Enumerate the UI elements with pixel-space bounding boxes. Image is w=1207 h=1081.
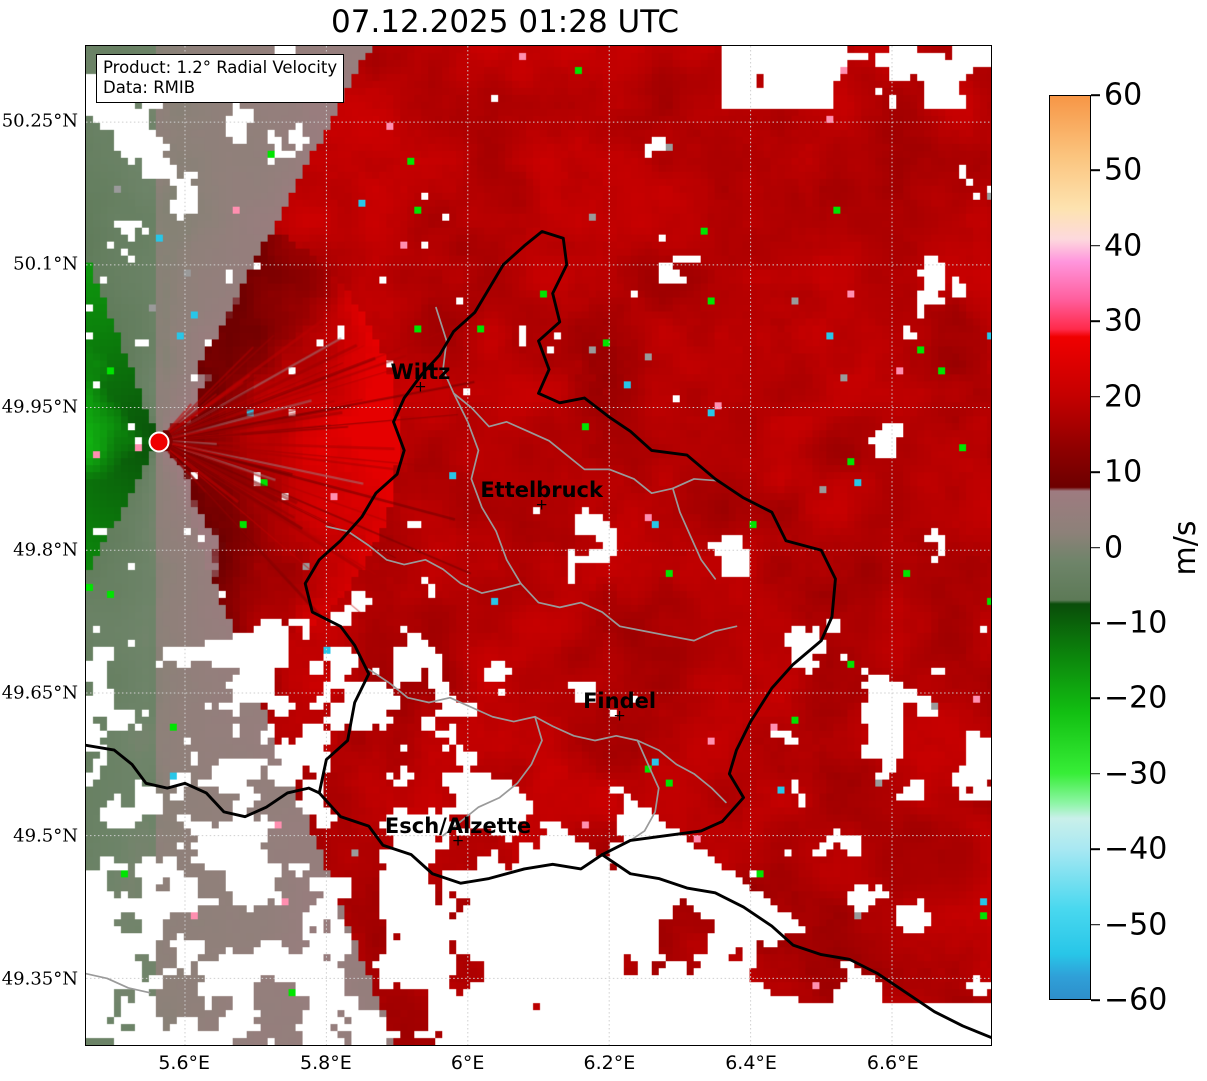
admin-boundary-west: [325, 525, 522, 594]
admin-boundary-north: [435, 306, 720, 495]
city-label-esch-alzette: Esch/Alzette: [384, 814, 532, 839]
colorbar-tick: [1091, 320, 1100, 323]
colorbar-tick-label: 20: [1104, 379, 1143, 415]
admin-boundary-south: [367, 668, 727, 804]
x-axis-tick-label: 6.6°E: [866, 1052, 919, 1074]
colorbar-tick: [1091, 999, 1100, 1001]
y-axis-tick-label: 49.65°N: [1, 682, 78, 704]
city-marker-icon: +: [613, 706, 626, 725]
colorbar-tick: [1091, 546, 1100, 549]
colorbar-tick-label: −10: [1104, 605, 1168, 641]
city-marker-icon: +: [451, 831, 465, 850]
y-axis-tick-label: 49.5°N: [13, 825, 78, 847]
colorbar-tick: [1091, 697, 1100, 700]
colorbar-tick-label: 50: [1104, 152, 1143, 188]
x-axis-tick-label: 6°E: [450, 1052, 485, 1074]
colorbar-tick: [1091, 923, 1100, 926]
country-border-luxembourg: [303, 230, 837, 885]
admin-boundaries-group: [86, 306, 738, 994]
city-label-wiltz: Wiltz: [390, 360, 451, 385]
colorbar-tick-label: −30: [1104, 756, 1168, 792]
radar-map-plot: Product: 1.2° Radial Velocity Data: RMIB…: [85, 45, 992, 1046]
colorbar-unit-label: m/s: [1168, 520, 1203, 576]
y-axis-tick-label: 49.8°N: [13, 539, 78, 561]
y-axis-tick-label: 49.95°N: [1, 396, 78, 418]
colorbar-tick: [1091, 94, 1100, 96]
colorbar-tick-label: 60: [1104, 77, 1143, 113]
info-data-line: Data: RMIB: [103, 78, 196, 98]
radar-reflectivity-canvas: [86, 46, 991, 1045]
colorbar-tick: [1091, 471, 1100, 473]
colorbar-tick-label: 40: [1104, 228, 1143, 264]
x-axis-tick-label: 5.6°E: [158, 1052, 211, 1074]
city-marker-icon: +: [414, 377, 427, 396]
colorbar-tick: [1091, 848, 1100, 850]
y-axis-tick-label: 49.35°N: [1, 968, 78, 990]
admin-boundary-far-southwest: [86, 972, 151, 994]
product-info-box: Product: 1.2° Radial Velocity Data: RMIB: [96, 54, 345, 104]
colorbar-tick: [1091, 169, 1100, 172]
country-border-france-germany: [600, 853, 991, 1039]
admin-boundary-east: [671, 487, 717, 580]
city-marker-icon: +: [535, 495, 548, 514]
radar-site-marker: [148, 431, 170, 453]
colorbar-tick-label: −60: [1104, 982, 1168, 1018]
x-axis-tick-label: 6.4°E: [725, 1052, 777, 1074]
city-label-ettelbruck: Ettelbruck: [480, 477, 603, 502]
map-canvas-wrapper: [86, 46, 991, 1045]
page-title: 07.12.2025 01:28 UTC: [331, 4, 679, 40]
colorbar-tick-label: −20: [1104, 680, 1168, 716]
colorbar-gradient: [1050, 96, 1090, 999]
map-vector-overlay: [86, 46, 991, 1045]
country-border-belgium-france: [86, 743, 321, 819]
colorbar-tick-label: 10: [1104, 454, 1143, 490]
colorbar-tick-label: 0: [1104, 530, 1124, 565]
colorbar-tick: [1091, 245, 1100, 247]
y-axis-tick-label: 50.1°N: [13, 253, 78, 275]
colorbar-tick: [1091, 395, 1100, 398]
colorbar-tick-label: −40: [1104, 831, 1168, 867]
colorbar-tick-label: −50: [1104, 907, 1168, 943]
gridlines-group: [86, 46, 991, 1045]
x-axis-tick-label: 5.8°E: [300, 1052, 352, 1074]
colorbar-tick-label: 30: [1104, 303, 1143, 339]
x-axis-tick-label: 6.2°E: [583, 1052, 636, 1074]
y-axis-tick-label: 50.25°N: [1, 110, 78, 132]
colorbar: [1049, 95, 1091, 1000]
admin-boundary-southeast: [629, 739, 660, 842]
admin-boundary-central: [452, 392, 738, 642]
admin-boundary-southwest: [442, 715, 543, 837]
country-borders-group: [86, 230, 991, 1039]
colorbar-tick: [1091, 772, 1100, 775]
info-product-line: Product: 1.2° Radial Velocity: [103, 58, 338, 77]
city-label-findel: Findel: [583, 689, 657, 714]
colorbar-tick: [1091, 622, 1100, 624]
